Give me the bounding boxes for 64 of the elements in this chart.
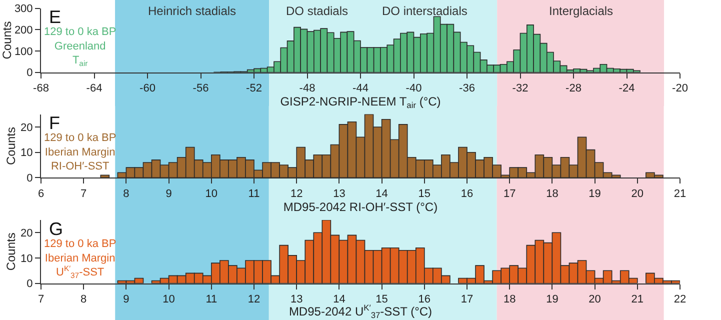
annotation: DO interstadials — [382, 4, 468, 18]
x-tick-label: 17 — [460, 294, 474, 306]
x-tick-label: -68 — [33, 82, 49, 94]
x-axis-title: MD95-2042 RI-OH′-SST (°C) — [283, 200, 438, 214]
x-tick-label: -36 — [459, 82, 475, 94]
x-tick-label: 15 — [418, 188, 431, 200]
x-tick-label: 9 — [166, 188, 172, 200]
x-tick-label: -44 — [352, 82, 368, 94]
x-tick-label: -24 — [618, 82, 635, 94]
y-tick-label: 100 — [14, 46, 33, 58]
x-tick-label: 11 — [248, 188, 260, 200]
x-tick-label: 21 — [674, 188, 686, 200]
annotation: F — [49, 113, 60, 133]
y-tick-label: 20 — [20, 228, 33, 240]
annotation: G — [49, 219, 64, 239]
x-tick-label: 22 — [674, 294, 686, 306]
x-tick-label: 14 — [376, 188, 388, 200]
y-tick-label: 10 — [20, 147, 33, 160]
x-tick-label: 19 — [588, 188, 601, 200]
y-tick-label: 0 — [26, 67, 33, 80]
x-axis-title: GISP2-NGRIP-NEEM T$_{air}$ (°C) — [280, 94, 441, 110]
x-tick-label: 8 — [80, 294, 87, 306]
x-tick-label: -48 — [299, 82, 316, 94]
x-tick-label: -20 — [672, 82, 688, 94]
y-tick-label: 0 — [26, 278, 33, 290]
x-tick-label: 12 — [248, 294, 260, 306]
x-tick-label: -52 — [246, 82, 262, 94]
y-tick-label: 10 — [20, 252, 33, 265]
x-tick-label: 19 — [546, 294, 558, 306]
y-tick-label: 300 — [14, 3, 33, 16]
y-axis-title: Counts — [4, 232, 18, 271]
annotation: DO stadials — [286, 4, 348, 18]
x-tick-label: 11 — [206, 294, 218, 306]
annotation: 129 to 0 ka BP Iberian Margin U$^{K′}$$_{37}$-SST — [44, 238, 116, 280]
x-tick-label: 21 — [631, 294, 644, 306]
x-tick-label: -64 — [86, 82, 102, 94]
x-tick-label: 9 — [123, 294, 130, 306]
band-label: Interglacials — [549, 4, 614, 18]
x-tick-label: 20 — [631, 188, 644, 200]
y-axis-title: Counts — [0, 21, 14, 60]
x-tick-label: -40 — [406, 82, 422, 94]
x-tick-label: -28 — [566, 82, 582, 94]
x-tick-label: 13 — [333, 188, 346, 200]
x-tick-label: 18 — [503, 294, 516, 306]
x-tick-label: -56 — [192, 82, 209, 94]
x-tick-label: 17 — [503, 188, 516, 200]
y-tick-label: 0 — [26, 172, 33, 185]
x-tick-label: 10 — [162, 294, 175, 306]
x-tick-label: 7 — [38, 294, 44, 306]
x-tick-label: 7 — [80, 188, 87, 200]
x-tick-label: 18 — [546, 188, 558, 200]
y-tick-label: 200 — [14, 24, 33, 36]
x-tick-label: 12 — [290, 188, 303, 200]
x-tick-label: 16 — [460, 188, 474, 200]
annotation: E — [49, 7, 62, 27]
x-tick-label: 8 — [123, 188, 130, 200]
x-tick-label: -32 — [512, 82, 528, 94]
x-tick-label: 6 — [38, 188, 44, 200]
x-tick-label: -60 — [140, 82, 156, 94]
x-tick-label: 10 — [205, 188, 218, 200]
x-tick-label: 20 — [588, 294, 601, 306]
band-label: Heinrich stadials — [148, 4, 236, 18]
y-tick-label: 20 — [20, 122, 33, 134]
y-axis-title: Counts — [4, 126, 18, 166]
